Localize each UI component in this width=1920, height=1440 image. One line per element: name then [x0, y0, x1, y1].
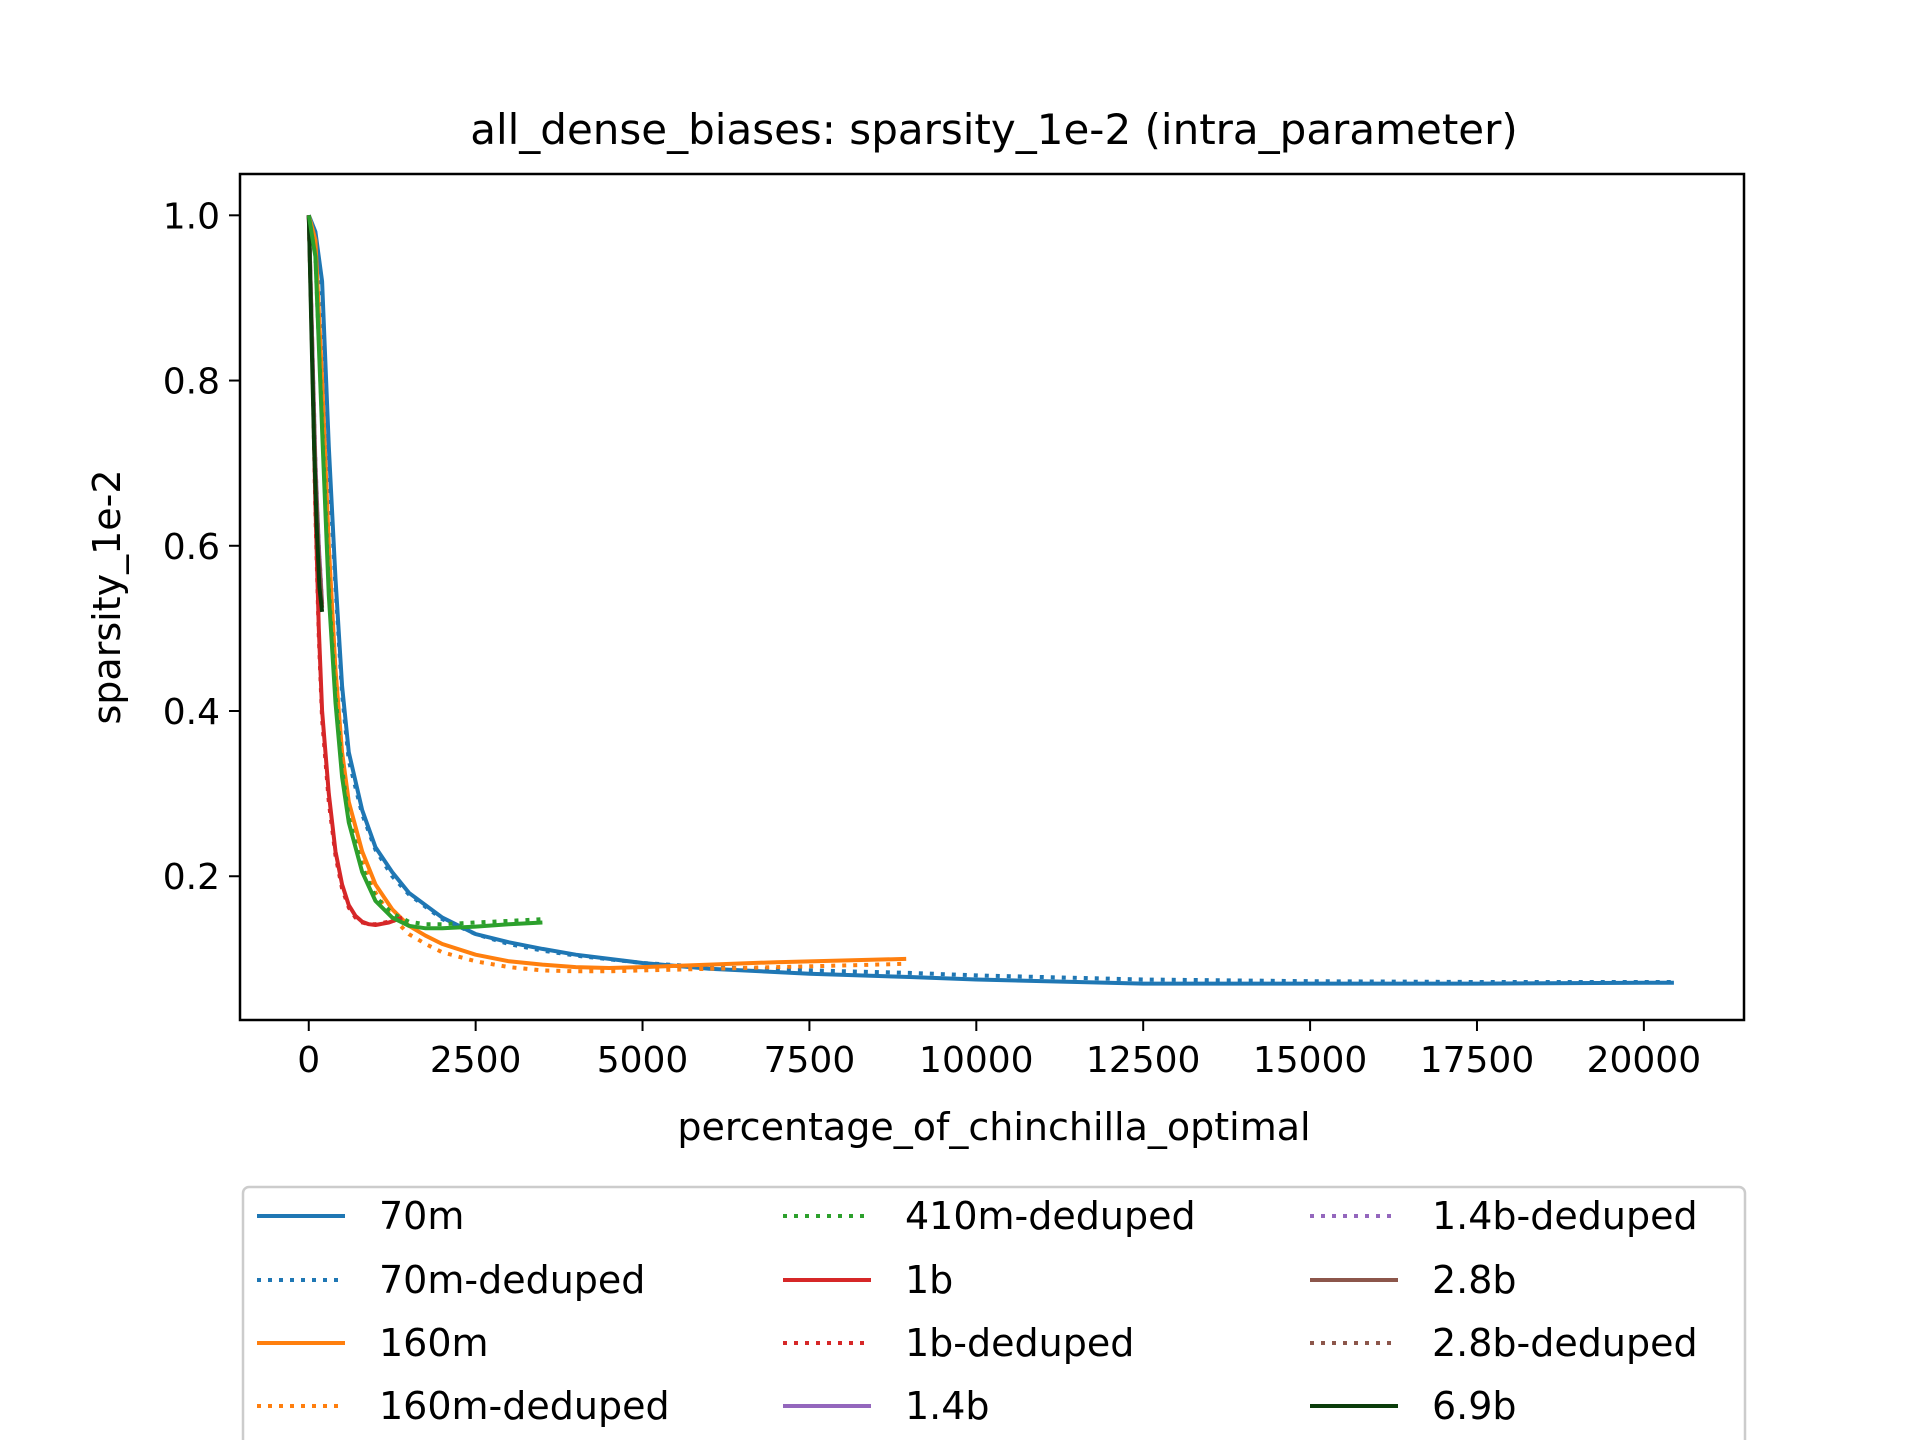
y-tick-label: 0.6 — [163, 527, 220, 568]
chart-title: all_dense_biases: sparsity_1e-2 (intra_p… — [470, 105, 1518, 154]
x-tick-label: 2500 — [430, 1040, 522, 1081]
legend-label-410m-deduped: 410m-deduped — [905, 1194, 1196, 1238]
legend-label-1b: 1b — [905, 1258, 953, 1302]
series-line-70m — [306, 214, 1674, 986]
y-axis: 0.2 0.4 0.6 0.8 1.0 — [163, 196, 240, 898]
legend-label-160m-deduped: 160m-deduped — [379, 1384, 670, 1428]
legend-frame — [241, 1185, 1747, 1440]
x-axis: 0 2500 5000 7500 10000 12500 15000 17500 20000 — [297, 1020, 1701, 1081]
series-line-410m — [306, 214, 543, 931]
legend-label-1b-deduped: 1b-deduped — [905, 1321, 1134, 1365]
y-tick-label: 0.4 — [163, 692, 220, 733]
legend-label-6p9b: 6.9b — [1432, 1384, 1517, 1428]
series-line-1b-deduped — [306, 215, 403, 927]
legend-label-70m-deduped: 70m-deduped — [379, 1258, 645, 1302]
x-tick-label: 10000 — [919, 1040, 1034, 1081]
y-axis-label: sparsity_1e-2 — [85, 469, 129, 724]
x-tick-label: 17500 — [1420, 1040, 1535, 1081]
series-line-6p9b — [306, 215, 325, 613]
legend-items: 70m 70m-deduped 160m 160m-deduped 410m-dedup… — [257, 1194, 1698, 1428]
legend-label-2p8b-deduped: 2.8b-deduped — [1432, 1321, 1698, 1365]
x-tick-label: 0 — [297, 1040, 320, 1081]
x-tick-label: 5000 — [597, 1040, 689, 1081]
legend-label-2p8b: 2.8b — [1432, 1258, 1517, 1302]
y-tick-label: 0.2 — [163, 857, 220, 898]
legend-label-1p4b: 1.4b — [905, 1384, 990, 1428]
x-tick-label: 12500 — [1086, 1040, 1201, 1081]
x-tick-label: 20000 — [1587, 1040, 1702, 1081]
plot-frame — [238, 172, 1746, 1022]
legend-label-160m: 160m — [379, 1321, 489, 1365]
series-line-410m-deduped — [306, 214, 543, 927]
legend-label-1p4b-deduped: 1.4b-deduped — [1432, 1194, 1698, 1238]
series-line-160m — [306, 214, 907, 970]
x-axis-label: percentage_of_chinchilla_optimal — [677, 1105, 1310, 1149]
series-layer — [306, 214, 1674, 986]
legend-label-70m: 70m — [379, 1194, 464, 1238]
x-tick-label: 7500 — [764, 1040, 856, 1081]
x-tick-label: 15000 — [1253, 1040, 1368, 1081]
series-line-70m-deduped — [306, 214, 1674, 984]
series-line-160m-deduped — [306, 214, 907, 974]
y-tick-label: 1.0 — [163, 196, 220, 237]
y-tick-label: 0.8 — [163, 362, 220, 403]
legend: 70m 70m-deduped 160m 160m-deduped 410m-dedup… — [241, 1185, 1747, 1440]
